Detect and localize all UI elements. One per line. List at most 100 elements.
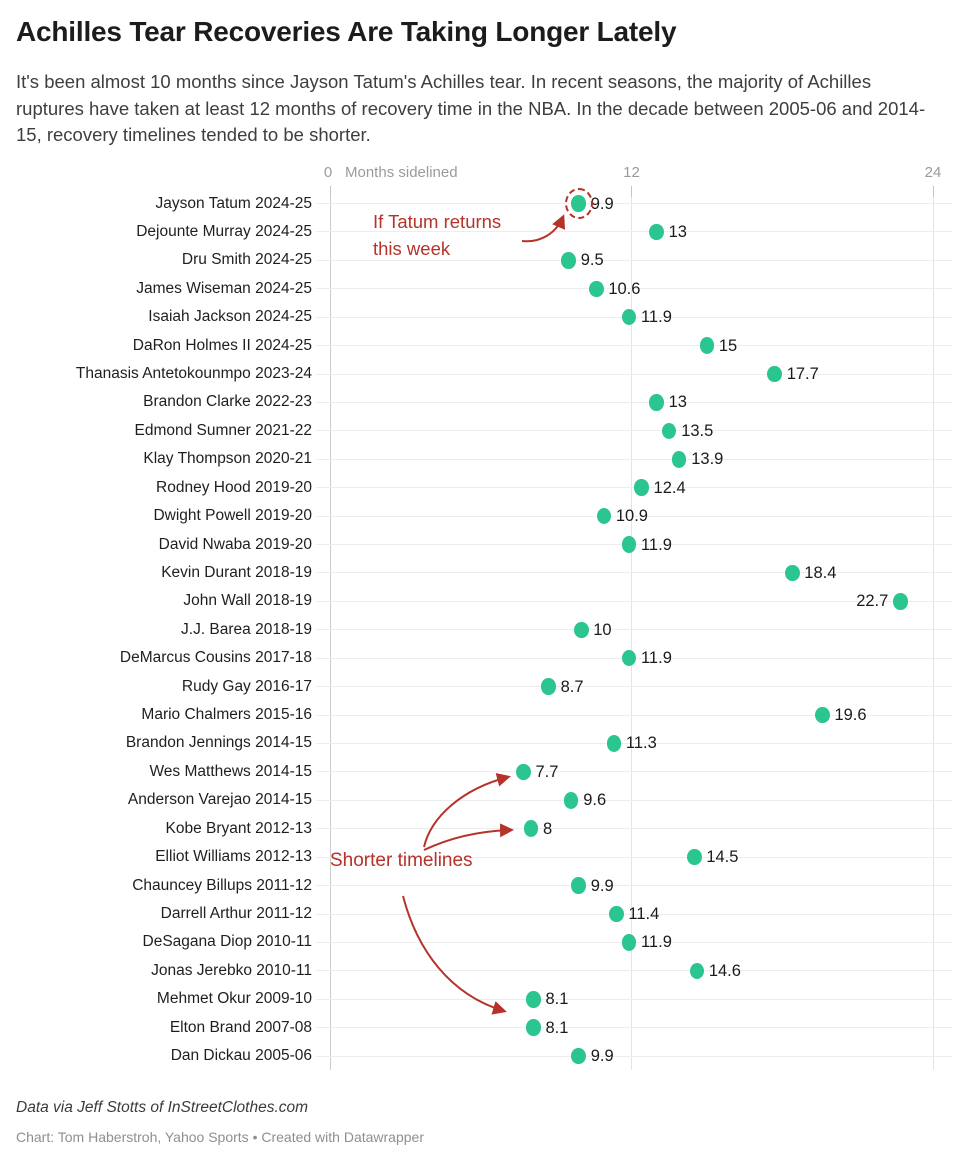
data-dot — [785, 564, 800, 582]
row-gridline — [316, 458, 952, 460]
row-label: Anderson Varejao 2014-15 — [127, 791, 312, 809]
value-label: 13 — [668, 393, 687, 412]
value-label: 14.5 — [706, 848, 739, 867]
data-dot — [541, 678, 556, 695]
row-label: Elton Brand 2007-08 — [169, 1018, 312, 1036]
row-label: Dan Dickau 2005-06 — [170, 1047, 312, 1065]
annotation-tatum-line1: If Tatum returns — [373, 211, 502, 232]
value-label: 22.7 — [856, 592, 889, 611]
value-label: 11.9 — [640, 649, 672, 668]
row-gridline — [316, 600, 952, 602]
x-axis-title: Months sidelined — [345, 164, 458, 181]
row-gridline — [316, 714, 952, 716]
row-gridline — [316, 401, 952, 403]
row-gridline — [316, 373, 952, 375]
data-dot — [571, 1047, 586, 1065]
row-label: Thanasis Antetokounmpo 2023-24 — [75, 365, 312, 383]
data-dot — [523, 820, 539, 837]
row-gridline — [316, 231, 952, 233]
row-gridline — [316, 686, 952, 688]
data-dot — [526, 1019, 541, 1036]
arrow-wes-matthews-icon — [423, 773, 511, 848]
highlight-dashed-circle — [564, 188, 593, 219]
row-gridline — [316, 913, 952, 915]
row-gridline — [316, 771, 952, 773]
data-dot — [526, 991, 541, 1008]
arrow-tatum-icon — [521, 214, 565, 243]
x-tick — [631, 186, 632, 197]
row-label: Mehmet Okur 2009-10 — [156, 990, 312, 1008]
data-dot — [661, 422, 677, 440]
data-dot — [687, 848, 702, 866]
row-label: Wes Matthews 2014-15 — [149, 762, 312, 780]
row-gridline — [316, 970, 952, 972]
data-dot — [574, 621, 589, 639]
value-label: 11.9 — [640, 308, 672, 327]
value-label: 9.6 — [583, 791, 607, 810]
value-label: 8.1 — [545, 990, 569, 1009]
data-dot — [893, 593, 908, 610]
annotation-tatum: If Tatum returns this week — [373, 208, 501, 262]
data-dot — [621, 649, 637, 667]
value-label: 10.9 — [615, 507, 648, 526]
value-label: 8.1 — [545, 1018, 569, 1037]
row-gridline — [316, 799, 952, 801]
row-gridline — [316, 1027, 952, 1029]
row-gridline — [316, 998, 952, 1000]
value-label: 15 — [718, 336, 738, 355]
row-label: Brandon Jennings 2014-15 — [125, 734, 312, 752]
value-label: 13.9 — [691, 450, 724, 469]
value-label: 9.9 — [590, 194, 614, 213]
data-dot — [609, 905, 624, 923]
row-gridline — [316, 203, 952, 204]
annotation-shorter: Shorter timelines — [330, 850, 473, 871]
page-title: Achilles Tear Recoveries Are Taking Long… — [16, 16, 677, 47]
row-gridline — [316, 515, 952, 517]
row-gridline — [316, 430, 952, 432]
value-label: 11.9 — [640, 933, 672, 952]
row-label: DaRon Holmes II 2024-25 — [132, 336, 312, 354]
x-tick-label: 0 — [323, 164, 333, 181]
data-dot — [596, 507, 612, 525]
row-label: James Wiseman 2024-25 — [136, 279, 312, 297]
row-gridline — [316, 572, 952, 574]
data-dot — [689, 962, 705, 980]
row-label: Mario Chalmers 2015-16 — [141, 706, 312, 724]
arrow-kobe-bryant-icon — [423, 823, 514, 851]
row-label: Kevin Durant 2018-19 — [161, 563, 312, 581]
value-label: 7.7 — [535, 762, 559, 781]
value-label: 13.5 — [681, 421, 714, 440]
data-dot — [767, 365, 782, 383]
value-label: 9.9 — [590, 1047, 614, 1066]
value-label: 14.6 — [708, 961, 741, 980]
row-gridline — [316, 288, 952, 290]
row-gridline — [316, 487, 952, 489]
x-tick-label: 12 — [623, 164, 640, 181]
row-label: Chauncey Billups 2011-12 — [132, 876, 312, 894]
row-gridline — [316, 828, 952, 830]
row-label: Edmond Sumner 2021-22 — [134, 421, 312, 439]
row-label: Isaiah Jackson 2024-25 — [148, 308, 312, 326]
data-dot — [606, 735, 622, 752]
row-gridline — [316, 1055, 952, 1057]
row-gridline — [316, 742, 952, 744]
row-gridline — [316, 629, 952, 631]
data-dot — [634, 479, 649, 496]
row-gridline — [316, 885, 952, 887]
value-label: 12.4 — [653, 478, 686, 497]
value-label: 19.6 — [834, 706, 867, 725]
row-label: John Wall 2018-19 — [183, 592, 312, 610]
data-dot — [671, 451, 687, 468]
data-source: Data via Jeff Stotts of InStreetClothes.… — [16, 1099, 309, 1116]
row-label: David Nwaba 2019-20 — [158, 535, 312, 553]
row-gridline — [316, 259, 952, 261]
data-dot — [589, 280, 604, 297]
row-label: Kobe Bryant 2012-13 — [165, 819, 313, 837]
value-label: 9.9 — [590, 876, 614, 895]
x-tick — [932, 186, 934, 197]
row-label: Dru Smith 2024-25 — [181, 251, 312, 269]
value-label: 13 — [668, 222, 687, 241]
data-dot — [649, 223, 664, 241]
row-label: Rodney Hood 2019-20 — [156, 478, 312, 496]
value-label: 11.9 — [640, 535, 672, 554]
